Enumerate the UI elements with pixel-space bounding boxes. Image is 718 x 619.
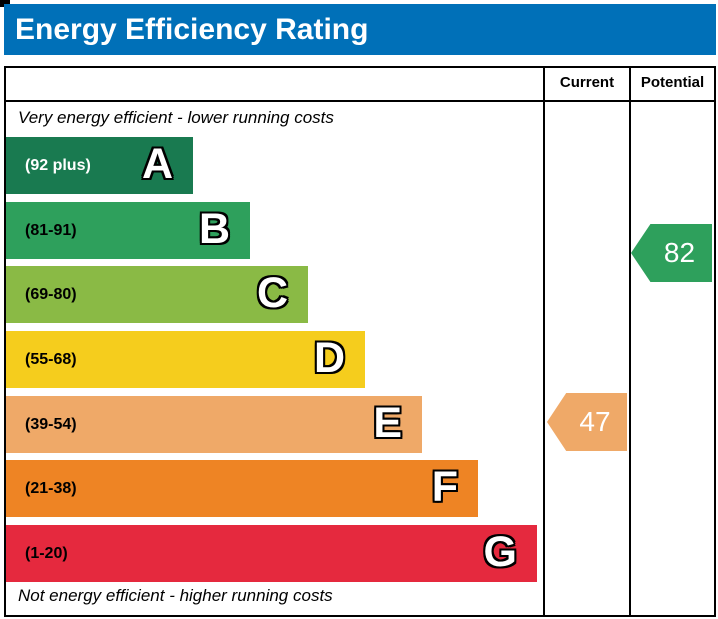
band-g: (1-20) G	[6, 525, 537, 582]
band-a: (92 plus) A	[6, 137, 193, 194]
column-header-potential: Potential	[640, 74, 705, 91]
band-letter: B	[198, 204, 230, 253]
chart-title-bar: Energy Efficiency Rating	[4, 4, 716, 55]
band-range-label: (92 plus)	[25, 156, 91, 174]
band-letter: C	[256, 268, 288, 317]
band-c: (69-80) C	[6, 266, 308, 323]
potential-rating-value: 82	[663, 237, 696, 268]
rating-table: Current Potential Very energy efficient …	[4, 66, 716, 617]
potential-rating-marker: 82	[631, 224, 712, 282]
column-header-current: Current	[559, 74, 615, 91]
efficient-note: Very energy efficient - lower running co…	[18, 108, 334, 127]
screenshot-edge-artifact	[0, 0, 10, 7]
column-divider-current	[543, 68, 545, 615]
band-range-label: (39-54)	[25, 415, 77, 433]
band-range-label: (21-38)	[25, 479, 77, 497]
current-rating-marker: 47	[547, 393, 627, 451]
page-title: Energy Efficiency Rating	[15, 12, 369, 46]
band-b: (81-91) B	[6, 202, 250, 259]
band-letter: A	[141, 139, 173, 188]
header-row-divider	[6, 100, 714, 102]
band-range-label: (81-91)	[25, 221, 77, 239]
band-letter: E	[373, 398, 402, 447]
band-range-label: (1-20)	[25, 544, 68, 562]
band-e: (39-54) E	[6, 396, 422, 453]
band-f: (21-38) F	[6, 460, 478, 517]
inefficient-note: Not energy efficient - higher running co…	[18, 586, 333, 605]
band-d: (55-68) D	[6, 331, 365, 388]
band-letter: G	[483, 527, 517, 576]
band-letter: F	[431, 462, 458, 511]
band-letter: D	[313, 333, 345, 382]
band-range-label: (55-68)	[25, 350, 77, 368]
column-divider-potential	[629, 68, 631, 615]
band-range-label: (69-80)	[25, 285, 77, 303]
current-rating-value: 47	[579, 406, 611, 437]
